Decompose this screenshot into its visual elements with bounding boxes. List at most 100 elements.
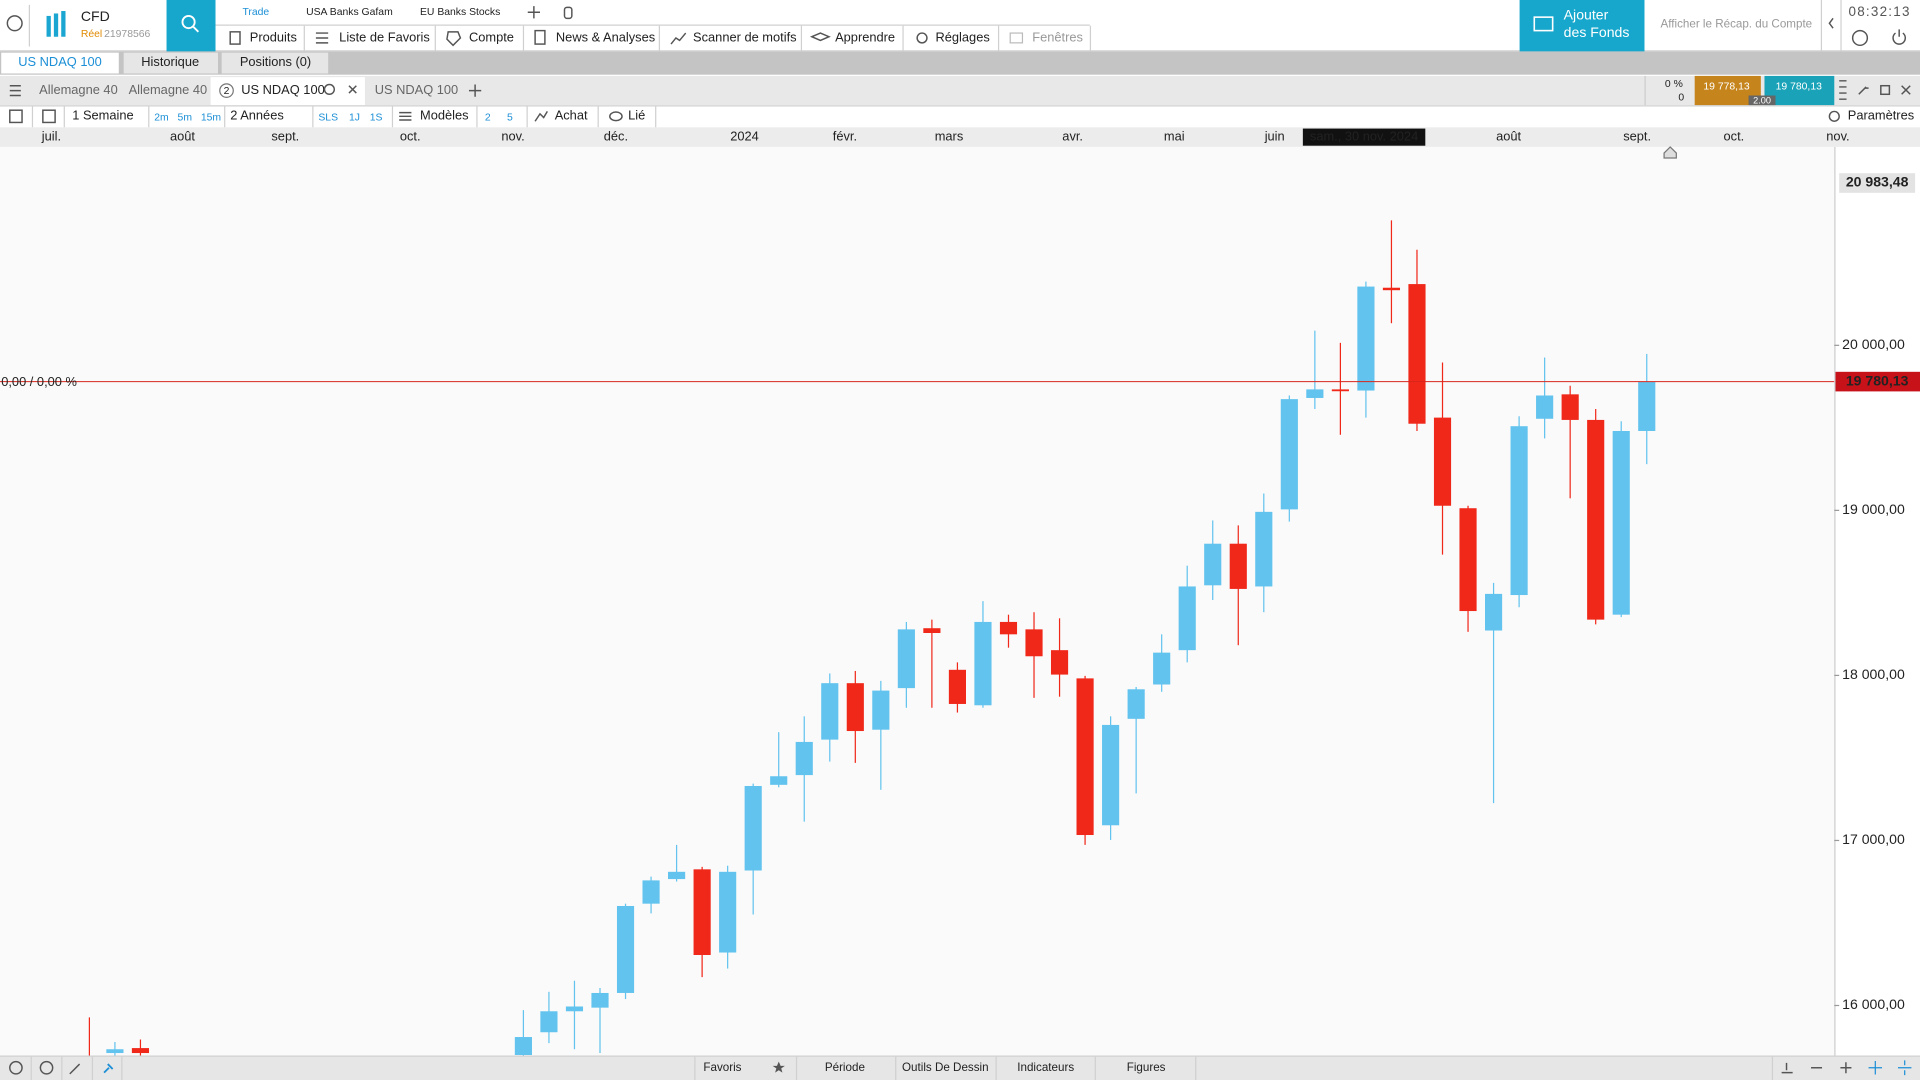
toolbar-icon[interactable]	[9, 109, 23, 124]
close-icon[interactable]	[1901, 85, 1911, 95]
candle-body	[1076, 678, 1094, 836]
candle-body	[1587, 419, 1605, 620]
footer-tab[interactable]: Favoris	[703, 1061, 741, 1074]
add-tab[interactable]	[468, 84, 482, 97]
search-icon[interactable]	[323, 83, 336, 96]
footer-tab[interactable]: Outils De Dessin	[902, 1061, 989, 1074]
interval-button[interactable]: 2m	[154, 112, 168, 123]
footer-icon[interactable]	[1781, 1062, 1793, 1074]
count-button[interactable]: 5	[507, 112, 513, 123]
options-icon[interactable]	[1839, 80, 1847, 100]
candle-body	[514, 1037, 532, 1056]
chart-tab[interactable]: Allemagne 40	[129, 82, 208, 97]
add-watchlist[interactable]	[527, 6, 540, 19]
power-icon[interactable]	[1892, 29, 1907, 45]
account-label: Réel	[81, 29, 102, 40]
models-button[interactable]: Modèles	[420, 108, 469, 123]
user-icon[interactable]	[6, 15, 23, 32]
panel-tab[interactable]	[1, 52, 119, 74]
account-number: 21978566	[104, 29, 150, 40]
candle-body	[1204, 543, 1222, 586]
scroll-marker[interactable]	[1663, 146, 1677, 159]
menu-icon[interactable]	[9, 84, 21, 97]
high-label: 20 983,48	[1846, 174, 1909, 190]
x-tick-label: oct.	[400, 129, 421, 144]
search-button[interactable]	[166, 0, 216, 52]
settings-button[interactable]: Paramètres	[1848, 108, 1914, 123]
edit-watchlist[interactable]	[563, 6, 573, 20]
candle-body	[1382, 287, 1401, 291]
close-tab[interactable]	[348, 85, 357, 94]
x-tick-label: juil.	[41, 129, 61, 144]
candle-body	[693, 869, 711, 955]
x-tick-label: 2024	[730, 129, 759, 144]
panel-tab[interactable]	[221, 52, 329, 74]
menu-item[interactable]: News & Analyses	[556, 29, 655, 44]
add-funds-label: des Fonds	[1564, 24, 1630, 40]
search-icon	[192, 26, 200, 33]
quick-button[interactable]: 1S	[370, 112, 383, 123]
x-tick-label: sept.	[271, 129, 299, 144]
chart-tab[interactable]: US NDAQ 100	[375, 82, 459, 97]
candle-body	[1459, 508, 1477, 612]
quick-button[interactable]: SLS	[318, 112, 338, 123]
candle-body	[616, 905, 635, 993]
tab-badge	[219, 83, 234, 98]
watchlist-tab[interactable]: EU Banks Stocks	[420, 7, 500, 18]
interval-button[interactable]: 5m	[178, 112, 192, 123]
account-summary-link[interactable]: Afficher le Récap. du Compte	[1661, 18, 1813, 31]
fit-toggle[interactable]	[1897, 1060, 1912, 1076]
footer-icon[interactable]	[69, 1063, 81, 1075]
zoom-in[interactable]	[1840, 1062, 1852, 1074]
x-tick-label: oct.	[1724, 129, 1745, 144]
candle-body	[1255, 511, 1273, 587]
crosshair-label: sam., 30 nov. 2024	[1310, 129, 1418, 144]
spread: 2.00	[1753, 95, 1771, 105]
candle-body	[106, 1049, 124, 1054]
linked-button[interactable]: Lié	[628, 108, 645, 123]
info-icon[interactable]	[1851, 29, 1869, 47]
expand-icon[interactable]	[1858, 86, 1869, 95]
chart-tab[interactable]: Allemagne 40	[39, 82, 118, 97]
plot-area	[0, 146, 1835, 1056]
watchlist-tab[interactable]: Trade	[242, 7, 269, 18]
footer-icon[interactable]	[103, 1063, 114, 1074]
footer-tab[interactable]: Indicateurs	[1017, 1061, 1074, 1074]
period-select[interactable]: 1 Semaine	[72, 108, 133, 123]
star-icon[interactable]	[772, 1061, 785, 1073]
menu-item[interactable]: Compte	[469, 29, 514, 44]
candle-body	[846, 683, 864, 732]
footer-tab[interactable]: Figures	[1127, 1061, 1166, 1074]
menu-item[interactable]: Liste de Favoris	[339, 29, 430, 44]
interval-button[interactable]: 15m	[201, 112, 221, 123]
buy-button[interactable]: Achat	[555, 108, 588, 123]
logo	[46, 11, 66, 37]
ask-button[interactable]	[1764, 75, 1835, 106]
footer-icon[interactable]	[39, 1060, 54, 1075]
add-funds-button[interactable]	[1519, 0, 1645, 52]
menu-bar: Produits Liste de Favoris Compte News & …	[229, 25, 1092, 52]
chart-tab-active[interactable]	[210, 77, 365, 106]
collapse-icon[interactable]	[1828, 17, 1834, 29]
quick-button[interactable]: 1J	[349, 112, 360, 123]
candle-body	[1331, 389, 1349, 392]
count-button[interactable]: 2	[485, 112, 491, 123]
bid-price: 19 778,13	[1703, 82, 1749, 93]
popout-icon[interactable]	[1880, 84, 1891, 96]
menu-item[interactable]: Réglages	[936, 29, 990, 44]
footer-tab[interactable]: Période	[825, 1061, 865, 1074]
toolbar-icon[interactable]	[42, 109, 56, 124]
range-select[interactable]: 2 Années	[230, 108, 284, 123]
toolbar-dividers	[31, 106, 657, 128]
crosshair-toggle[interactable]	[1868, 1061, 1883, 1075]
menu-item[interactable]: Apprendre	[835, 29, 895, 44]
watchlist-tab[interactable]: USA Banks Gafam	[306, 7, 393, 18]
footer-icon[interactable]	[9, 1060, 23, 1075]
menu-item[interactable]: Scanner de motifs	[693, 29, 797, 44]
menu-item[interactable]: Produits	[250, 29, 297, 44]
footer-dividers	[30, 1056, 1774, 1080]
search-icon	[181, 15, 196, 30]
panel-tab[interactable]	[123, 52, 218, 74]
candle-body	[540, 1011, 558, 1033]
candle-body	[1357, 286, 1375, 391]
